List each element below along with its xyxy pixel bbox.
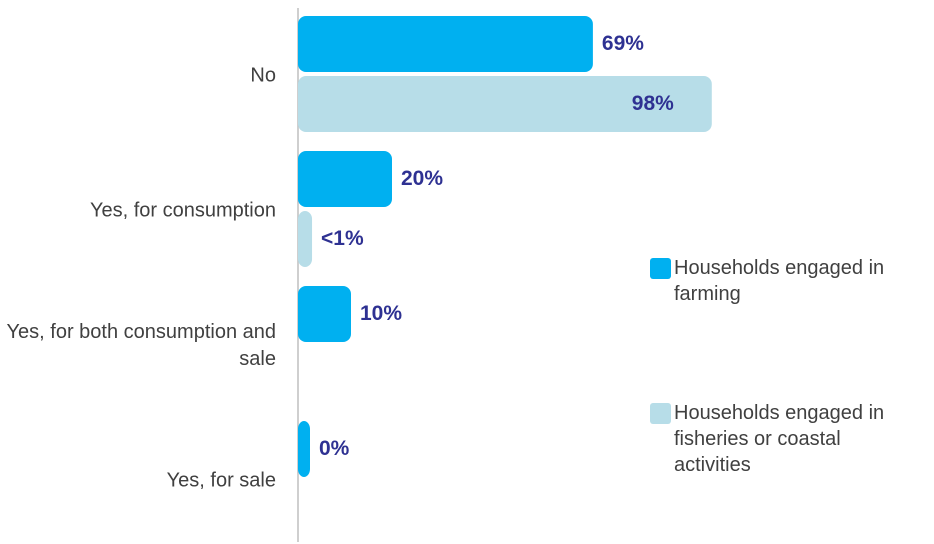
legend-swatch	[650, 258, 671, 279]
bar	[298, 421, 310, 477]
legend-label: Households engaged in fisheries or coast…	[674, 402, 885, 476]
value-label: 0%	[319, 437, 350, 460]
legend-swatch	[650, 403, 671, 424]
value-label: <1%	[321, 227, 364, 250]
bar	[298, 16, 593, 72]
category-label: Yes, for both consumption and sale	[6, 321, 276, 370]
category-label: No	[250, 64, 276, 87]
value-label: 69%	[601, 32, 644, 55]
category-label: Yes, for consumption	[89, 199, 276, 222]
bar	[298, 151, 392, 207]
value-label: 98%	[631, 92, 674, 115]
legend-label: Households engaged in farming	[674, 257, 885, 305]
value-label: 10%	[360, 302, 403, 325]
bar	[298, 211, 313, 267]
bar	[298, 76, 712, 132]
category-label: Yes, for sale	[166, 469, 276, 492]
bar	[298, 286, 351, 342]
value-label: 20%	[401, 167, 444, 190]
